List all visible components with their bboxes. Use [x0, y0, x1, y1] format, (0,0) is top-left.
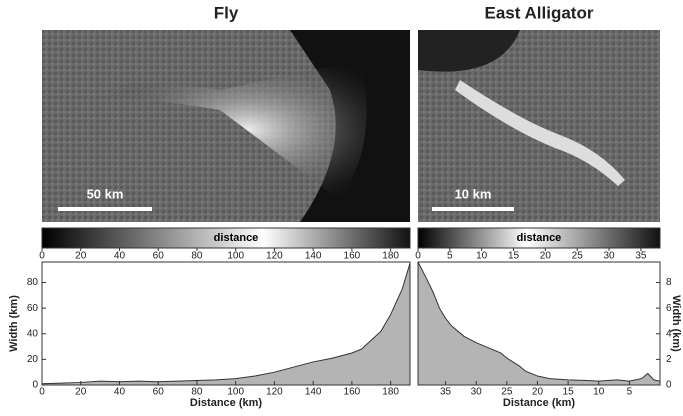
y-tick-label: 20: [27, 354, 39, 365]
y-tick-label: 0: [666, 380, 672, 391]
colorbar-label: distance: [214, 232, 259, 244]
scale-bar-label: 50 km: [87, 186, 124, 201]
figure: Fly50 kmdistance020406080100120140160180…: [0, 0, 683, 411]
colorbar-tick-label: 0: [415, 251, 421, 262]
scale-bar-label: 10 km: [455, 186, 492, 201]
x-tick-label: 35: [440, 387, 452, 398]
x-axis-label: Distance (km): [503, 397, 575, 409]
satellite-images: [42, 30, 660, 222]
y-tick-label: 80: [27, 277, 39, 288]
x-tick-label: 140: [305, 387, 322, 398]
y-tick-label: 0: [32, 380, 38, 391]
colorbar-tick-label: 5: [447, 251, 453, 262]
colorbar-tick-label: 140: [305, 251, 322, 262]
y-tick-label: 2: [666, 354, 672, 365]
y-axis-label: Width (km): [670, 295, 682, 352]
y-tick-label: 8: [666, 277, 672, 288]
colorbar-tick-label: 100: [227, 251, 244, 262]
y-axis-label: Width (km): [8, 295, 20, 352]
colorbar-tick-label: 25: [572, 251, 584, 262]
colorbar-label: distance: [517, 232, 562, 244]
colorbar-tick-label: 20: [540, 251, 552, 262]
colorbar-tick-label: 40: [114, 251, 126, 262]
x-tick-label: 20: [75, 387, 87, 398]
x-tick-label: 10: [593, 387, 605, 398]
colorbar-tick-label: 20: [75, 251, 87, 262]
colorbar-tick-label: 80: [191, 251, 203, 262]
x-tick-label: 5: [627, 387, 633, 398]
colorbar-tick-label: 35: [635, 251, 647, 262]
colorbar-tick-label: 120: [266, 251, 283, 262]
colorbar-tick-label: 10: [476, 251, 488, 262]
colorbar-tick-label: 30: [603, 251, 615, 262]
y-tick-label: 40: [27, 328, 39, 339]
x-tick-label: 0: [39, 387, 45, 398]
colorbar-tick-label: 15: [508, 251, 520, 262]
colorbar-tick-label: 60: [153, 251, 165, 262]
y-tick-label: 60: [27, 303, 39, 314]
x-tick-label: 30: [471, 387, 483, 398]
x-tick-label: 60: [153, 387, 165, 398]
x-tick-label: 160: [344, 387, 361, 398]
x-tick-label: 180: [382, 387, 399, 398]
colorbar-tick-label: 160: [344, 251, 361, 262]
colorbar-tick-label: 0: [39, 251, 45, 262]
x-tick-label: 120: [266, 387, 283, 398]
colorbar-tick-label: 180: [382, 251, 399, 262]
panel-title: East Alligator: [485, 3, 594, 22]
panel-title: Fly: [214, 3, 239, 22]
x-axis-label: Distance (km): [190, 397, 262, 409]
x-tick-label: 40: [114, 387, 126, 398]
